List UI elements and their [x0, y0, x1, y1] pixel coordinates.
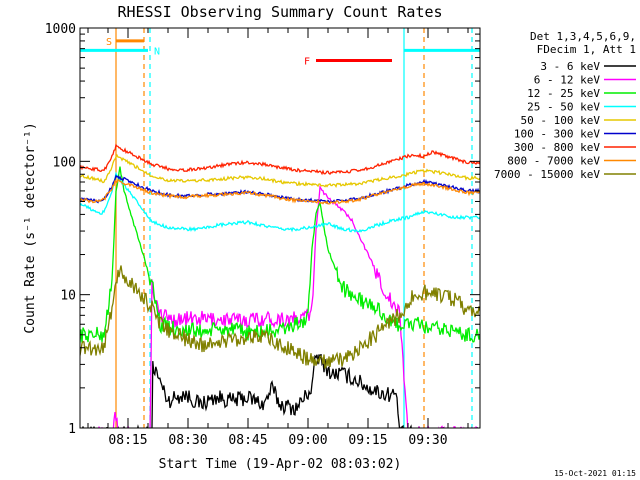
legend: Det 1,3,4,5,6,9, FDecim 1, Att 1 3 - 6 k…	[494, 30, 636, 181]
x-tick-label-4: 09:15	[348, 433, 387, 448]
x-tick-label-0: 08:15	[108, 433, 147, 448]
legend-label-4: 50 - 100 keV	[521, 114, 601, 127]
legend-label-1: 6 - 12 keV	[534, 74, 601, 87]
x-tick-label-1: 08:30	[168, 433, 207, 448]
legend-label-0: 3 - 6 keV	[540, 60, 600, 73]
axes: 1 10 100 1000 08:15 08:30 08:45 09:00 09:15 09:30	[45, 22, 480, 448]
series-line-3	[80, 171, 480, 233]
y-tick-label-2: 100	[53, 155, 76, 170]
x-axis-label: Start Time (19-Apr-02 08:03:02)	[159, 457, 402, 472]
x-tick-label-3: 09:00	[288, 433, 327, 448]
legend-label-7: 800 - 7000 keV	[507, 155, 600, 168]
series-line-2	[80, 166, 480, 343]
footer-timestamp: 15-Oct-2021 01:15	[554, 469, 636, 478]
legend-label-8: 7000 - 15000 keV	[494, 168, 600, 181]
legend-label-2: 12 - 25 keV	[527, 87, 600, 100]
annotation-label-1: N	[154, 46, 160, 57]
legend-label-6: 300 - 800 keV	[514, 141, 600, 154]
series-line-4	[80, 153, 480, 188]
series-line-7	[80, 179, 480, 205]
legend-label-3: 25 - 50 keV	[527, 101, 600, 114]
plot-frame	[79, 27, 481, 429]
series-line-8	[80, 265, 480, 370]
chart-title: RHESSI Observing Summary Count Rates	[117, 3, 442, 21]
annotation-label-3: F	[304, 57, 310, 68]
series-line-6	[80, 143, 480, 176]
y-tick-label-0: 1	[68, 422, 76, 437]
legend-label-5: 100 - 300 keV	[514, 128, 600, 141]
plot-area: SNNF	[80, 28, 480, 428]
annotation-label-0: S	[106, 37, 112, 48]
legend-header-line-1: Det 1,3,4,5,6,9,	[530, 30, 636, 43]
x-tick-label-2: 08:45	[228, 433, 267, 448]
x-tick-label-5: 09:30	[408, 433, 447, 448]
legend-header-line-2: FDecim 1, Att 1	[537, 43, 636, 56]
y-tick-label-3: 1000	[45, 22, 76, 37]
y-axis-label: Count Rate (s⁻¹ detector⁻¹)	[23, 122, 38, 333]
y-tick-label-1: 10	[60, 289, 76, 304]
